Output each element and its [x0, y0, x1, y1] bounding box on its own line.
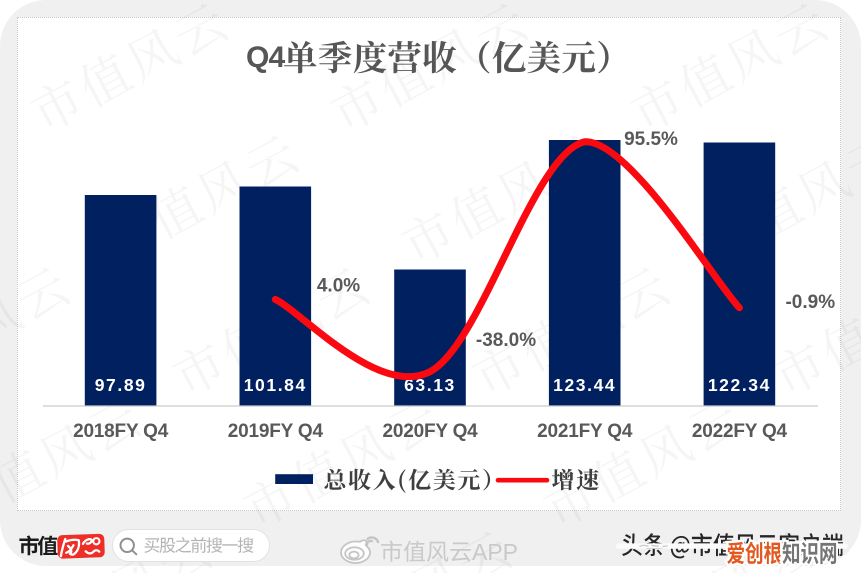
svg-text:2019FY Q4: 2019FY Q4	[228, 421, 324, 442]
svg-text:63.13: 63.13	[404, 375, 456, 395]
svg-text:95.5%: 95.5%	[624, 129, 678, 150]
svg-text:-0.9%: -0.9%	[785, 292, 835, 313]
svg-text:2022FY Q4: 2022FY Q4	[692, 421, 788, 442]
svg-text:97.89: 97.89	[95, 375, 147, 395]
svg-text:101.84: 101.84	[244, 375, 307, 395]
svg-text:122.34: 122.34	[708, 375, 771, 395]
svg-text:4.0%: 4.0%	[317, 276, 360, 297]
svg-text:APP: APP	[472, 539, 518, 565]
svg-text:2018FY Q4: 2018FY Q4	[73, 421, 169, 442]
svg-text:Q4: Q4	[246, 41, 286, 74]
svg-text:123.44: 123.44	[553, 375, 616, 395]
svg-text:2021FY Q4: 2021FY Q4	[537, 421, 633, 442]
svg-text:2020FY Q4: 2020FY Q4	[382, 421, 478, 442]
svg-text:-38.0%: -38.0%	[476, 330, 536, 351]
